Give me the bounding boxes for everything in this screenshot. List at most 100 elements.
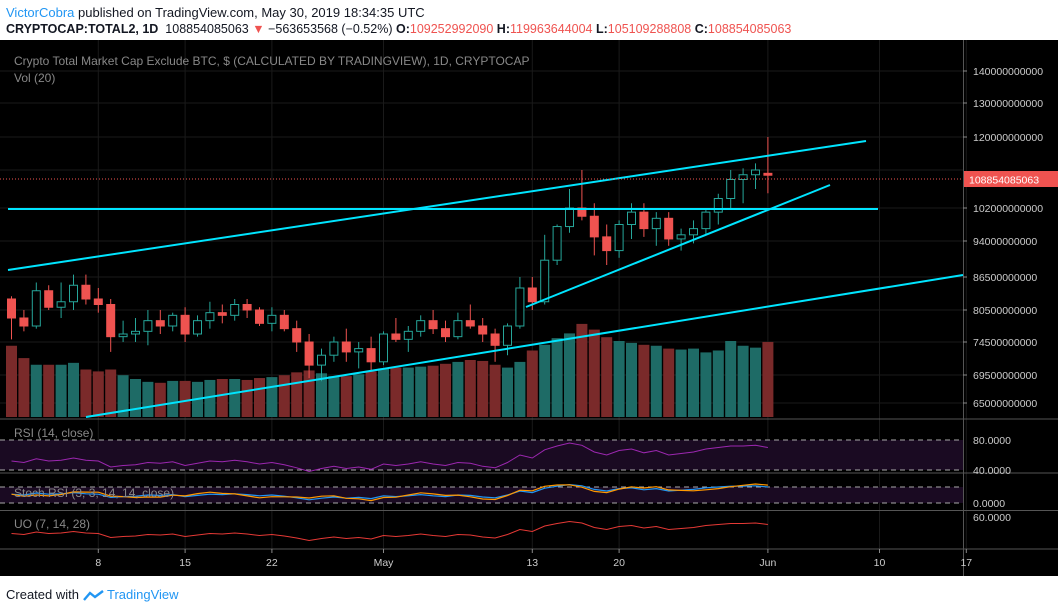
x-tick-label: 20 <box>613 557 625 569</box>
y-tick-label: 65000000000 <box>973 398 1037 410</box>
y-tick-label: 120000000000 <box>973 132 1043 144</box>
chart-svg[interactable]: 108854085063 140000000000 130000000000 1200… <box>0 40 1058 576</box>
volume-bar <box>117 375 129 417</box>
volume-bar <box>650 345 662 417</box>
candle-body <box>118 333 128 338</box>
candle-body <box>379 333 388 363</box>
volume-bar <box>539 344 551 417</box>
candle-body <box>230 304 240 316</box>
volume-bar <box>576 323 588 417</box>
volume-bar <box>762 341 774 417</box>
volume-bar <box>154 382 166 417</box>
volume-bar <box>142 381 154 417</box>
volume-bar <box>130 379 141 417</box>
candle-body <box>701 211 711 230</box>
volume-bar <box>92 371 104 417</box>
open-label: O: <box>395 22 410 36</box>
candle-body <box>7 298 16 319</box>
volume-bar <box>55 364 67 417</box>
candle-body <box>527 287 537 303</box>
candle-body <box>304 341 314 366</box>
volume-bar <box>526 350 538 417</box>
tradingview-logo-icon <box>83 589 104 601</box>
high-label: H: <box>496 22 510 36</box>
volume-bar <box>167 380 179 417</box>
volume-bar <box>737 345 749 417</box>
candle-body <box>751 169 760 176</box>
candle-body <box>664 217 674 240</box>
stoch-label: Stoch RSI (3, 3, 14, 14, close) <box>14 486 174 500</box>
open-value: 109252992090 <box>409 22 494 36</box>
volume-bar <box>241 379 253 417</box>
candle-body <box>639 211 649 230</box>
tradingview-brand[interactable]: TradingView <box>106 587 179 602</box>
candle-body <box>69 284 78 303</box>
rsi-label: RSI (14, close) <box>14 426 93 440</box>
candle-body <box>763 172 773 176</box>
x-tick-label: 22 <box>266 557 278 569</box>
candle-body <box>279 314 289 330</box>
y-tick-label: 86500000000 <box>973 272 1037 284</box>
candle-body <box>589 215 599 238</box>
volume-bar <box>278 375 290 417</box>
volume-bar <box>266 377 278 417</box>
candle-body <box>44 290 54 308</box>
volume-bar <box>378 368 389 417</box>
candle-body <box>651 217 661 230</box>
chart-header: VictorCobra published on TradingView.com… <box>0 0 1058 40</box>
volume-bar <box>588 329 600 417</box>
last-price: 108854085063 <box>165 22 249 36</box>
candle-body <box>19 317 29 327</box>
volume-bar <box>750 347 761 417</box>
candle-body <box>602 236 612 252</box>
volume-label: Vol (20) <box>14 71 55 85</box>
candle-body <box>217 312 227 316</box>
candle-body <box>713 198 723 213</box>
candle-body <box>428 320 438 330</box>
publish-info: VictorCobra published on TradingView.com… <box>6 5 425 20</box>
candle-body <box>292 328 302 343</box>
candle-body <box>552 226 562 261</box>
volume-bar <box>626 342 637 417</box>
volume-bar <box>502 367 513 417</box>
candle-body <box>614 224 624 252</box>
candle-body <box>143 320 153 332</box>
y-tick-label: 69500000000 <box>973 370 1037 382</box>
author-link[interactable]: VictorCobra <box>6 5 75 20</box>
candle-body <box>317 354 326 366</box>
rsi-line <box>11 442 768 473</box>
candle-body <box>354 348 364 353</box>
low-value: 105109288808 <box>607 22 692 36</box>
candle-body <box>391 333 401 340</box>
x-tick-label: 10 <box>874 557 886 569</box>
volume-bar <box>303 370 315 417</box>
candle-body <box>441 328 450 338</box>
volume-bar <box>514 361 526 417</box>
y-tick-label: 80500000000 <box>973 305 1037 317</box>
volume-bar <box>675 349 687 417</box>
volume-bar <box>179 380 191 417</box>
candle-body <box>81 284 91 300</box>
stoch-d-line <box>11 483 768 502</box>
candle-body <box>726 179 736 199</box>
x-tick-label: May <box>374 557 395 569</box>
candle-body <box>478 325 488 335</box>
volume-bar <box>440 363 451 417</box>
close-value: 108854085063 <box>707 22 792 36</box>
rsi-band <box>0 440 963 470</box>
chart-area[interactable]: 108854085063 140000000000 130000000000 1200… <box>0 40 1058 576</box>
candle-body <box>106 304 116 338</box>
y-tick-label: 102000000000 <box>973 203 1043 215</box>
volume-bar <box>43 364 55 417</box>
chart-title: Crypto Total Market Cap Exclude BTC, $ (… <box>14 54 529 68</box>
published-text: published on TradingView.com, May 30, 20… <box>78 5 425 20</box>
candle-body <box>180 314 190 335</box>
footer-text: Created with TradingView <box>6 587 179 602</box>
candle-body <box>738 174 748 180</box>
candle-body <box>255 309 264 324</box>
volume-bar <box>254 378 265 417</box>
candle-body <box>193 320 202 335</box>
last-price-label-bg <box>964 171 1058 187</box>
volume-bar <box>688 348 699 417</box>
volume-bar <box>6 345 17 417</box>
